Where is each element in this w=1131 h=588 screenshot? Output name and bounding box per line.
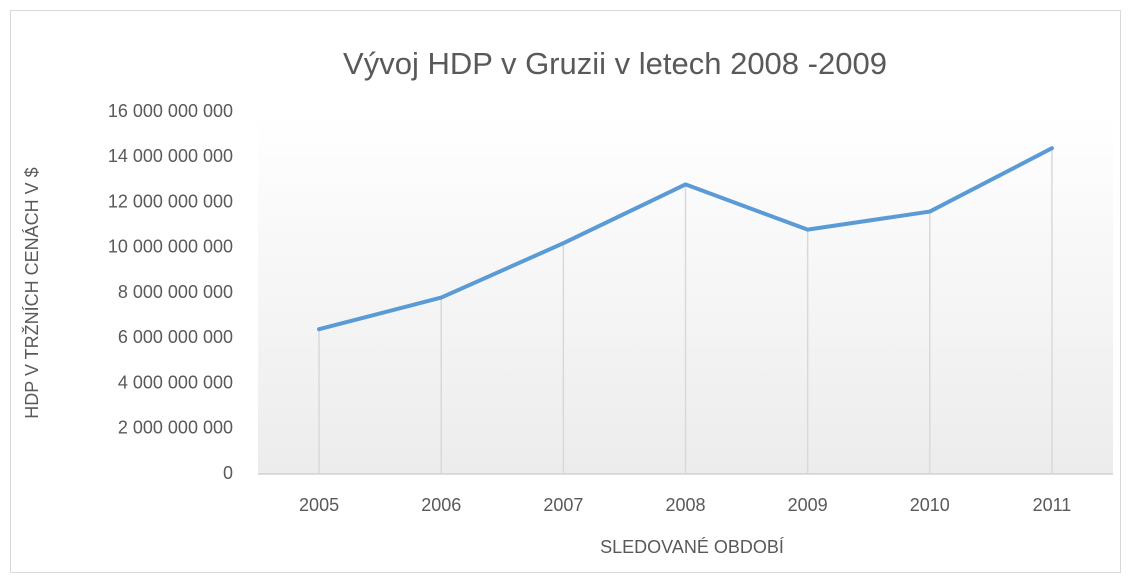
y-tick-label: 8 000 000 000 (118, 282, 233, 302)
y-tick-label: 6 000 000 000 (118, 327, 233, 347)
y-axis-title: HDP V TRŽNÍCH CENÁCH V $ (22, 167, 42, 418)
x-tick-label: 2010 (910, 495, 950, 515)
y-tick-label: 2 000 000 000 (118, 418, 233, 438)
y-tick-label: 4 000 000 000 (118, 372, 233, 392)
x-tick-label: 2006 (421, 495, 461, 515)
x-tick-label: 2008 (665, 495, 705, 515)
x-tick-label: 2011 (1033, 495, 1072, 515)
y-tick-label: 12 000 000 000 (108, 191, 233, 211)
x-axis-title: SLEDOVANÉ OBDOBÍ (600, 537, 784, 557)
y-tick-label: 10 000 000 000 (108, 237, 233, 257)
y-tick-label: 16 000 000 000 (108, 101, 233, 121)
y-tick-label: 0 (223, 463, 233, 483)
x-tick-label: 2009 (788, 495, 828, 515)
y-tick-label: 14 000 000 000 (108, 146, 233, 166)
x-tick-label: 2005 (299, 495, 339, 515)
chart-title: Vývoj HDP v Gruzii v letech 2008 -2009 (343, 46, 887, 81)
data-line (317, 146, 1054, 332)
x-tick-label: 2007 (543, 495, 583, 515)
